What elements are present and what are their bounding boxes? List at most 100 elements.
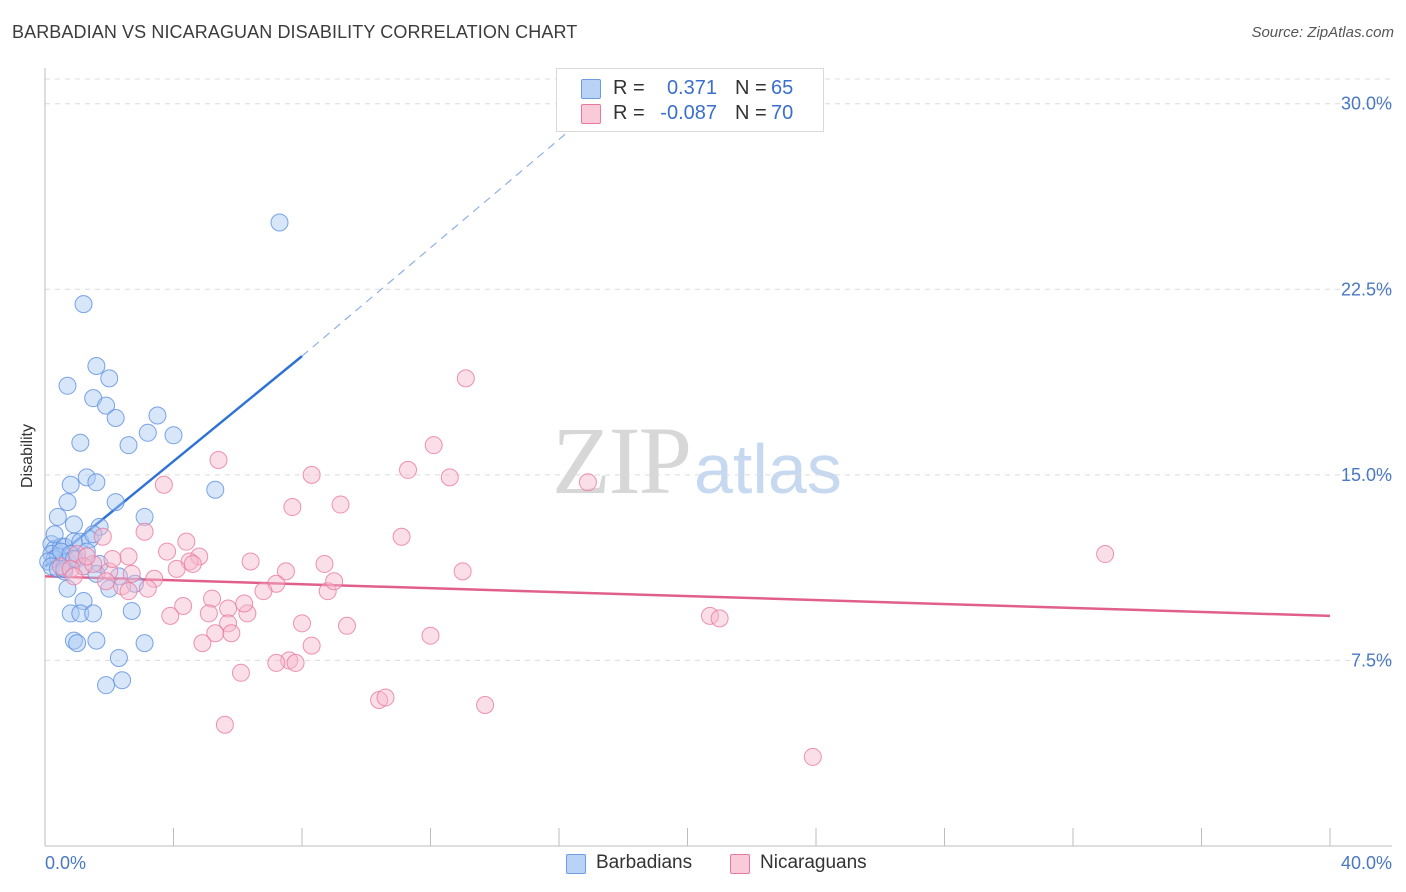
data-point-nicaraguans [183, 554, 202, 573]
data-point-barbadians [64, 631, 83, 650]
data-point-barbadians [206, 480, 225, 499]
data-point-nicaraguans [84, 554, 103, 573]
x-tick-label: 40.0% [1341, 853, 1392, 873]
data-point-nicaraguans [77, 547, 96, 566]
legend-r-label: R = [613, 102, 645, 124]
data-point-nicaraguans [440, 468, 459, 487]
data-point-barbadians [97, 676, 116, 695]
data-point-nicaraguans [219, 599, 238, 618]
y-tick-label: 30.0% [1341, 94, 1392, 114]
data-point-barbadians [87, 357, 106, 376]
data-point-barbadians [135, 507, 154, 526]
data-point-nicaraguans [453, 562, 472, 581]
data-point-barbadians [87, 631, 106, 650]
data-point-nicaraguans [93, 527, 112, 546]
data-point-nicaraguans [119, 547, 138, 566]
data-point-nicaraguans [710, 609, 729, 628]
data-point-nicaraguans [235, 594, 254, 613]
data-point-nicaraguans [119, 582, 138, 601]
data-point-nicaraguans [318, 582, 337, 601]
legend-n-label: N = [735, 77, 767, 99]
axis-layer [44, 68, 1392, 847]
data-point-nicaraguans [238, 604, 257, 623]
y-tick-label: 22.5% [1341, 279, 1392, 299]
watermark: ZIPatlas [552, 405, 842, 516]
data-point-nicaraguans [302, 465, 321, 484]
data-point-barbadians [71, 433, 90, 452]
data-point-nicaraguans [578, 473, 597, 492]
legend-swatch-barbadians [566, 854, 586, 874]
data-point-barbadians [64, 515, 83, 534]
data-point-nicaraguans [177, 532, 196, 551]
data-point-barbadians [135, 634, 154, 653]
data-point-nicaraguans [190, 547, 209, 566]
data-point-barbadians [77, 468, 96, 487]
legend-row-barbadians: R = 0.371 N = 65 [557, 77, 823, 101]
correlation-legend: R = 0.371 N = 65 R = -0.087 N = 70 [556, 68, 824, 132]
data-point-barbadians [148, 406, 167, 425]
chart-source: Source: ZipAtlas.com [1251, 24, 1394, 41]
data-point-nicaraguans [331, 495, 350, 514]
data-point-nicaraguans [154, 475, 173, 494]
data-point-barbadians [270, 213, 289, 232]
data-point-nicaraguans [803, 747, 822, 766]
data-point-barbadians [138, 423, 157, 442]
data-point-nicaraguans [276, 562, 295, 581]
data-point-nicaraguans [161, 606, 180, 625]
data-point-nicaraguans [138, 579, 157, 598]
legend-swatch-nicaraguans [581, 104, 601, 124]
data-point-barbadians [84, 604, 103, 623]
data-point-barbadians [58, 493, 77, 512]
data-point-barbadians [87, 473, 106, 492]
watermark-atlas: atlas [694, 430, 842, 508]
data-point-nicaraguans [203, 589, 222, 608]
data-point-barbadians [48, 507, 67, 526]
data-point-barbadians [58, 376, 77, 395]
data-point-barbadians [106, 493, 125, 512]
data-point-nicaraguans [1096, 545, 1115, 564]
legend-n-label: N = [735, 102, 767, 124]
data-point-barbadians [68, 634, 87, 653]
legend-n-value: 65 [771, 77, 794, 99]
data-point-barbadians [119, 436, 138, 455]
data-point-nicaraguans [222, 624, 241, 643]
data-point-nicaraguans [456, 369, 475, 388]
data-point-barbadians [55, 559, 74, 578]
legend-r-value: -0.087 [660, 102, 717, 124]
data-point-nicaraguans [424, 436, 443, 455]
data-point-barbadians [45, 525, 64, 544]
data-point-nicaraguans [206, 624, 225, 643]
data-point-nicaraguans [158, 542, 177, 561]
points-layer [39, 213, 1115, 766]
data-point-nicaraguans [231, 663, 250, 682]
data-point-nicaraguans [64, 567, 83, 586]
data-point-barbadians [109, 648, 128, 667]
legend-swatch-barbadians [581, 79, 601, 99]
data-point-barbadians [164, 426, 183, 445]
data-point-barbadians [100, 369, 119, 388]
data-point-barbadians [113, 671, 132, 690]
grid-layer [45, 78, 1392, 661]
chart-title: BARBADIAN VS NICARAGUAN DISABILITY CORRE… [12, 22, 578, 42]
data-point-barbadians [106, 408, 125, 427]
data-point-nicaraguans [315, 554, 334, 573]
watermark-zip: ZIP [552, 407, 692, 514]
data-point-nicaraguans [421, 626, 440, 645]
data-point-nicaraguans [254, 582, 273, 601]
data-point-nicaraguans [219, 614, 238, 633]
data-point-nicaraguans [97, 572, 116, 591]
series-legend-label: Nicaraguans [760, 852, 867, 873]
x-tick-label: 0.0% [45, 853, 86, 873]
y-tick-label: 15.0% [1341, 465, 1392, 485]
label-layer: 7.5% 15.0% 22.5% 30.0% 0.0% 40.0% [45, 94, 1392, 873]
data-point-nicaraguans [476, 695, 495, 714]
data-point-nicaraguans [145, 569, 164, 588]
legend-swatch-nicaraguans [730, 854, 750, 874]
data-point-nicaraguans [174, 597, 193, 616]
data-point-nicaraguans [122, 564, 141, 583]
data-point-nicaraguans [293, 614, 311, 633]
data-point-nicaraguans [193, 634, 212, 653]
legend-r-value: 0.371 [666, 77, 717, 99]
data-point-nicaraguans [399, 460, 418, 479]
